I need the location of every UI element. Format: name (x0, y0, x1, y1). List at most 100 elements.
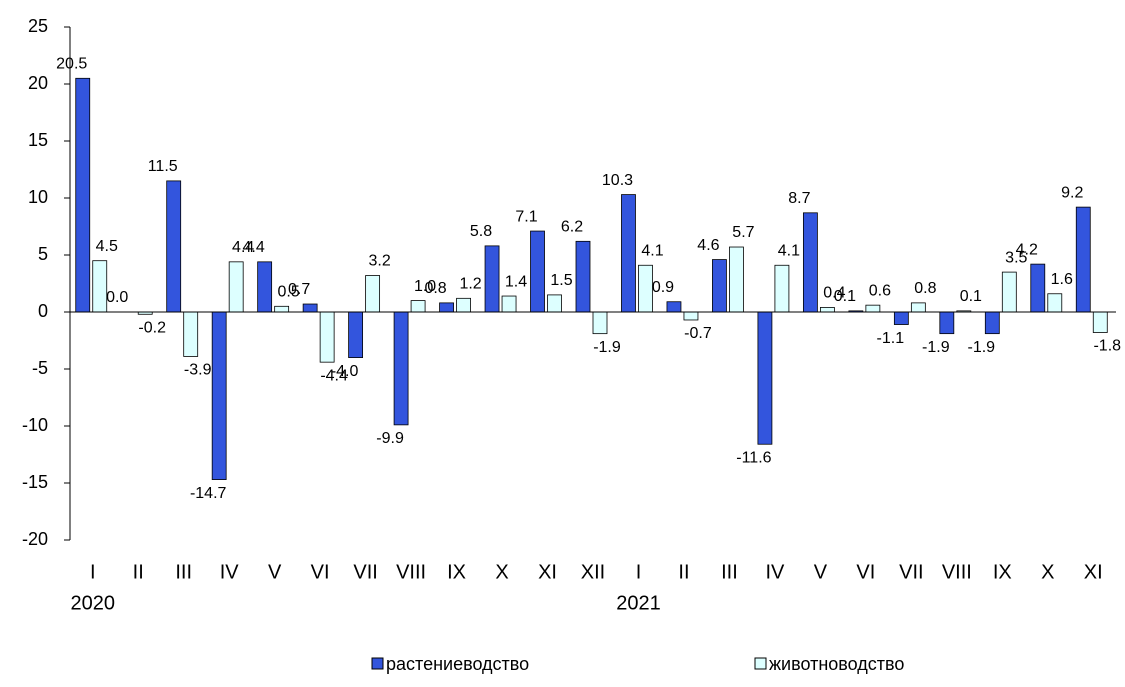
bar (484, 245, 500, 313)
data-label: 1.4 (505, 273, 527, 290)
data-label: 0.8 (914, 280, 936, 297)
y-tick-label: 25 (28, 16, 48, 36)
bar (621, 194, 636, 313)
bar (211, 311, 227, 480)
x-tick-label: III (721, 561, 738, 583)
x-group-label: 2021 (616, 592, 661, 614)
y-tick-label: -5 (32, 358, 48, 378)
data-label: 5.7 (732, 224, 754, 241)
data-label: 8.7 (788, 190, 810, 207)
data-label: 1.6 (1051, 271, 1073, 288)
data-label: -1.8 (1093, 338, 1121, 355)
bar (257, 261, 273, 313)
data-label: 5.8 (470, 223, 492, 240)
bar (1047, 293, 1063, 313)
x-tick-label: II (133, 561, 144, 583)
data-label: 1.0 (414, 278, 436, 295)
data-label: 0.6 (869, 282, 891, 299)
data-label: 3.5 (1005, 249, 1027, 266)
data-label: 1.5 (550, 272, 572, 289)
data-label: -1.9 (593, 339, 621, 356)
y-tick-label: 10 (28, 187, 48, 207)
bar (757, 311, 773, 445)
legend-swatch (754, 657, 767, 670)
data-label: 4.1 (778, 242, 800, 259)
bar (939, 311, 955, 335)
bar (729, 246, 744, 313)
bar (638, 264, 653, 313)
x-tick-label: IV (220, 561, 240, 583)
data-label: -1.9 (922, 339, 950, 356)
data-label: 4.5 (96, 238, 118, 255)
legend-swatch (371, 657, 384, 670)
x-tick-label: VI (856, 561, 875, 583)
bar (530, 230, 545, 313)
x-tick-label: III (175, 561, 192, 583)
data-label: 6.2 (561, 219, 583, 236)
bar (774, 264, 790, 313)
bar (802, 212, 818, 313)
bar (712, 259, 727, 313)
data-label: -3.9 (184, 362, 212, 379)
bar (319, 311, 335, 363)
bar (1092, 311, 1108, 333)
bar (910, 302, 926, 313)
legend-label: животноводство (769, 654, 904, 674)
bar (893, 311, 909, 325)
data-label: -0.2 (138, 319, 166, 336)
y-tick-label: 20 (28, 73, 48, 93)
x-tick-label: I (636, 561, 642, 583)
bar (166, 180, 182, 313)
bar (456, 297, 471, 313)
data-label: -14.7 (190, 485, 227, 502)
data-label: 0.8 (424, 280, 446, 297)
x-tick-label: I (90, 561, 96, 583)
x-tick-label: VIII (396, 561, 426, 583)
bar (1001, 271, 1017, 313)
bar (75, 77, 91, 313)
bar (819, 307, 835, 313)
data-label: 0.9 (652, 279, 674, 296)
y-tick-label: -20 (22, 529, 48, 549)
bar (501, 295, 517, 313)
data-label: -0.7 (684, 325, 712, 342)
data-label: -4.0 (331, 363, 359, 380)
x-tick-label: VII (899, 561, 923, 583)
data-label: 7.1 (515, 208, 537, 225)
bar (439, 302, 454, 313)
data-label: 11.5 (148, 158, 178, 175)
bar (547, 294, 562, 313)
y-tick-label: 5 (38, 244, 48, 264)
x-tick-label: X (495, 561, 508, 583)
data-label: 0.1 (834, 288, 856, 305)
legend-label: растениеводство (386, 654, 529, 674)
data-label: 4.4 (243, 239, 265, 256)
data-label: 0.0 (106, 289, 128, 306)
bar (865, 304, 881, 313)
y-tick-label: -10 (22, 415, 48, 435)
bar (302, 303, 318, 313)
data-label: 0.1 (960, 288, 982, 305)
data-label: 20.5 (56, 56, 87, 73)
data-label: 4.1 (641, 242, 663, 259)
x-tick-label: XI (538, 561, 557, 583)
data-label: 4.2 (1016, 241, 1038, 258)
data-label: -1.9 (968, 339, 996, 356)
bar (274, 305, 290, 313)
bar (592, 311, 608, 335)
bar (666, 301, 682, 313)
data-label: 0.5 (278, 284, 300, 301)
x-tick-label: IX (447, 561, 466, 583)
bar (683, 311, 699, 321)
y-tick-label: 15 (28, 130, 48, 150)
x-tick-label: VIII (942, 561, 972, 583)
data-label: 0.7 (288, 281, 310, 298)
x-group-label: 2020 (70, 592, 115, 614)
bar (1075, 206, 1091, 313)
bar (365, 275, 381, 313)
y-tick-label: -15 (22, 472, 48, 492)
x-tick-label: V (268, 561, 282, 583)
data-label: -4.4 (320, 367, 348, 384)
data-label: 4.6 (697, 237, 719, 254)
